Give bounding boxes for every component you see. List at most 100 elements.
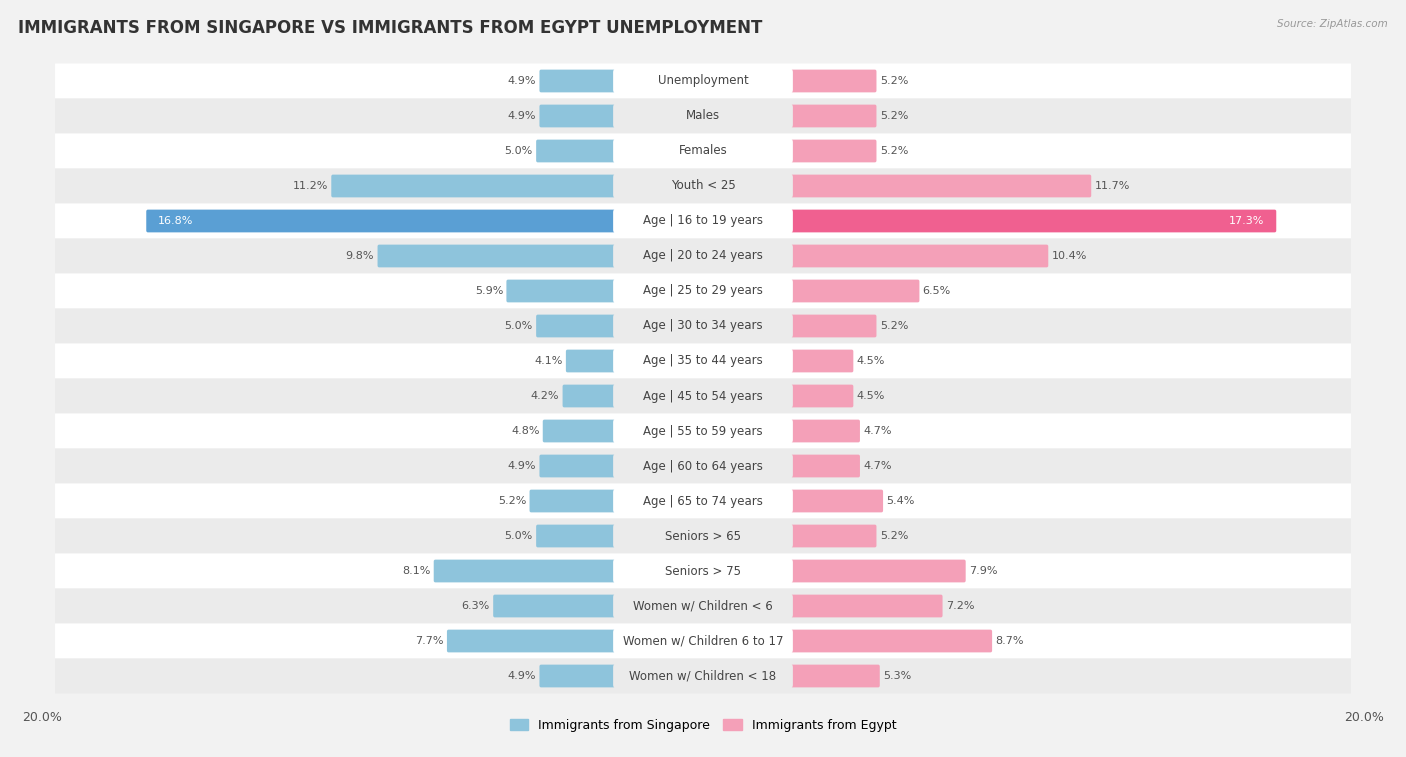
- FancyBboxPatch shape: [702, 595, 942, 618]
- Text: Age | 25 to 29 years: Age | 25 to 29 years: [643, 285, 763, 298]
- Text: 5.2%: 5.2%: [880, 531, 908, 541]
- FancyBboxPatch shape: [55, 238, 1351, 273]
- FancyBboxPatch shape: [540, 70, 704, 92]
- FancyBboxPatch shape: [55, 98, 1351, 133]
- Text: 4.2%: 4.2%: [531, 391, 560, 401]
- FancyBboxPatch shape: [146, 210, 704, 232]
- Text: Females: Females: [679, 145, 727, 157]
- FancyBboxPatch shape: [447, 630, 704, 653]
- FancyBboxPatch shape: [613, 488, 793, 514]
- FancyBboxPatch shape: [540, 455, 704, 478]
- Text: Age | 16 to 19 years: Age | 16 to 19 years: [643, 214, 763, 228]
- Text: 8.1%: 8.1%: [402, 566, 430, 576]
- FancyBboxPatch shape: [55, 413, 1351, 448]
- Text: 5.2%: 5.2%: [880, 76, 908, 86]
- FancyBboxPatch shape: [702, 104, 876, 127]
- FancyBboxPatch shape: [613, 383, 793, 409]
- FancyBboxPatch shape: [613, 278, 793, 304]
- Text: Women w/ Children 6 to 17: Women w/ Children 6 to 17: [623, 634, 783, 647]
- FancyBboxPatch shape: [613, 558, 793, 584]
- Text: Age | 65 to 74 years: Age | 65 to 74 years: [643, 494, 763, 507]
- Text: 4.5%: 4.5%: [856, 356, 884, 366]
- Text: 5.0%: 5.0%: [505, 321, 533, 331]
- FancyBboxPatch shape: [55, 588, 1351, 624]
- FancyBboxPatch shape: [613, 523, 793, 549]
- FancyBboxPatch shape: [55, 344, 1351, 378]
- FancyBboxPatch shape: [55, 519, 1351, 553]
- Text: 5.2%: 5.2%: [498, 496, 526, 506]
- FancyBboxPatch shape: [702, 70, 876, 92]
- FancyBboxPatch shape: [55, 378, 1351, 413]
- Text: 7.9%: 7.9%: [969, 566, 997, 576]
- Text: 4.8%: 4.8%: [510, 426, 540, 436]
- FancyBboxPatch shape: [55, 169, 1351, 204]
- FancyBboxPatch shape: [506, 279, 704, 302]
- Text: 5.2%: 5.2%: [880, 111, 908, 121]
- FancyBboxPatch shape: [613, 663, 793, 689]
- FancyBboxPatch shape: [702, 385, 853, 407]
- Text: 5.2%: 5.2%: [880, 321, 908, 331]
- FancyBboxPatch shape: [613, 593, 793, 619]
- FancyBboxPatch shape: [562, 385, 704, 407]
- FancyBboxPatch shape: [613, 138, 793, 164]
- FancyBboxPatch shape: [55, 484, 1351, 519]
- FancyBboxPatch shape: [613, 68, 793, 94]
- Text: 7.7%: 7.7%: [415, 636, 444, 646]
- Text: 5.9%: 5.9%: [475, 286, 503, 296]
- FancyBboxPatch shape: [613, 453, 793, 479]
- Text: 5.4%: 5.4%: [886, 496, 915, 506]
- FancyBboxPatch shape: [55, 133, 1351, 169]
- Text: Age | 45 to 54 years: Age | 45 to 54 years: [643, 390, 763, 403]
- FancyBboxPatch shape: [613, 173, 793, 199]
- FancyBboxPatch shape: [613, 628, 793, 654]
- FancyBboxPatch shape: [565, 350, 704, 372]
- Text: Males: Males: [686, 110, 720, 123]
- Text: 11.2%: 11.2%: [292, 181, 328, 191]
- FancyBboxPatch shape: [55, 624, 1351, 659]
- FancyBboxPatch shape: [55, 309, 1351, 344]
- FancyBboxPatch shape: [702, 350, 853, 372]
- FancyBboxPatch shape: [702, 665, 880, 687]
- FancyBboxPatch shape: [55, 553, 1351, 588]
- Text: 4.5%: 4.5%: [856, 391, 884, 401]
- FancyBboxPatch shape: [702, 175, 1091, 198]
- FancyBboxPatch shape: [536, 315, 704, 338]
- Text: 5.0%: 5.0%: [505, 146, 533, 156]
- FancyBboxPatch shape: [378, 245, 704, 267]
- Text: 10.4%: 10.4%: [1052, 251, 1087, 261]
- Text: 6.3%: 6.3%: [461, 601, 489, 611]
- FancyBboxPatch shape: [613, 103, 793, 129]
- Text: Women w/ Children < 6: Women w/ Children < 6: [633, 600, 773, 612]
- Text: Age | 30 to 34 years: Age | 30 to 34 years: [643, 319, 763, 332]
- FancyBboxPatch shape: [702, 630, 993, 653]
- Text: Age | 55 to 59 years: Age | 55 to 59 years: [643, 425, 763, 438]
- Text: 4.9%: 4.9%: [508, 111, 536, 121]
- FancyBboxPatch shape: [332, 175, 704, 198]
- Text: 11.7%: 11.7%: [1094, 181, 1130, 191]
- FancyBboxPatch shape: [613, 313, 793, 339]
- FancyBboxPatch shape: [702, 245, 1049, 267]
- FancyBboxPatch shape: [55, 448, 1351, 484]
- FancyBboxPatch shape: [702, 525, 876, 547]
- Text: Seniors > 75: Seniors > 75: [665, 565, 741, 578]
- FancyBboxPatch shape: [702, 419, 860, 442]
- FancyBboxPatch shape: [702, 279, 920, 302]
- FancyBboxPatch shape: [702, 210, 1277, 232]
- Text: Age | 35 to 44 years: Age | 35 to 44 years: [643, 354, 763, 367]
- FancyBboxPatch shape: [702, 315, 876, 338]
- Text: 4.1%: 4.1%: [534, 356, 562, 366]
- Text: 6.5%: 6.5%: [922, 286, 950, 296]
- Text: 16.8%: 16.8%: [157, 216, 193, 226]
- Text: 17.3%: 17.3%: [1229, 216, 1264, 226]
- Text: 4.9%: 4.9%: [508, 671, 536, 681]
- FancyBboxPatch shape: [536, 525, 704, 547]
- FancyBboxPatch shape: [55, 64, 1351, 98]
- Text: 4.7%: 4.7%: [863, 426, 891, 436]
- Text: Age | 60 to 64 years: Age | 60 to 64 years: [643, 459, 763, 472]
- Text: Seniors > 65: Seniors > 65: [665, 529, 741, 543]
- Text: Women w/ Children < 18: Women w/ Children < 18: [630, 669, 776, 683]
- FancyBboxPatch shape: [55, 273, 1351, 309]
- Text: Age | 20 to 24 years: Age | 20 to 24 years: [643, 250, 763, 263]
- Text: 8.7%: 8.7%: [995, 636, 1024, 646]
- FancyBboxPatch shape: [702, 490, 883, 512]
